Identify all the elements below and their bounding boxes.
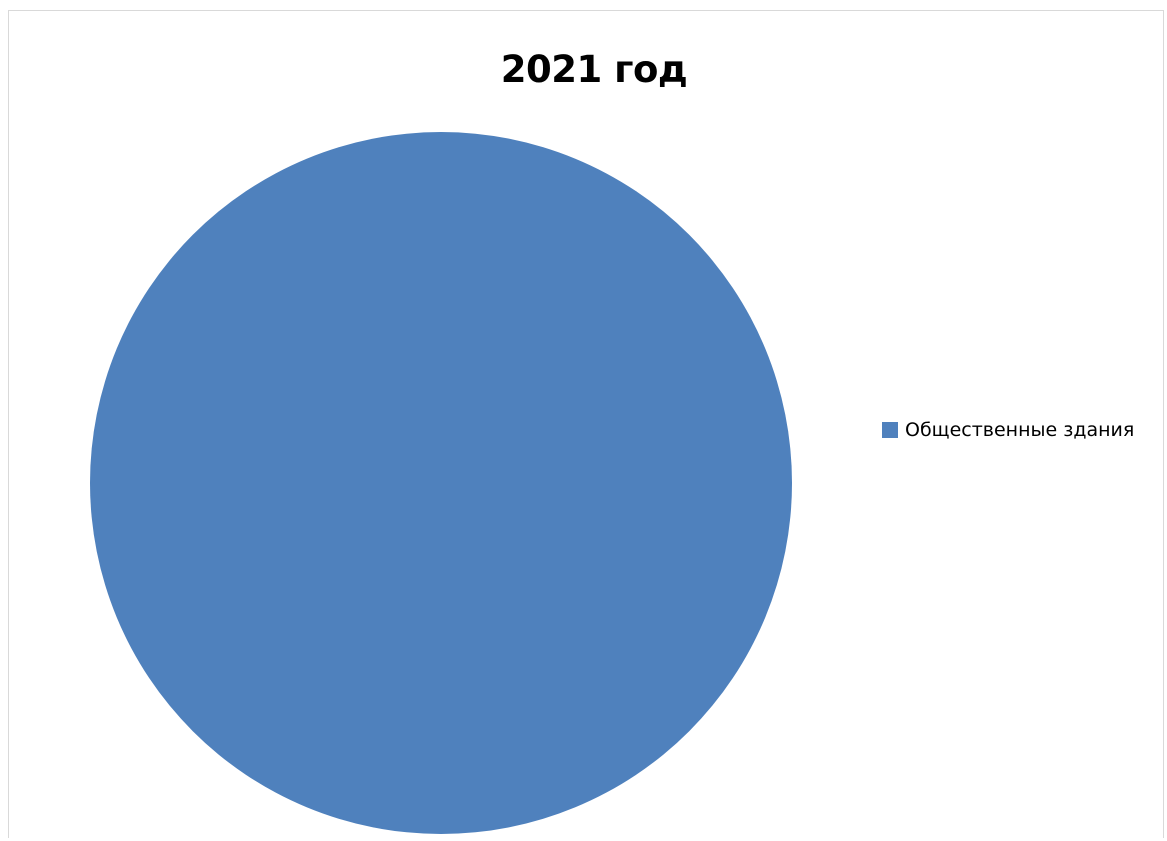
chart-title: 2021 год	[500, 48, 688, 91]
legend: Общественные здания	[882, 419, 1134, 441]
chart-frame	[8, 10, 1164, 838]
pie-slice-0	[90, 132, 792, 834]
legend-swatch	[882, 422, 898, 438]
pie-slices	[90, 132, 792, 834]
legend-label: Общественные здания	[905, 419, 1135, 441]
